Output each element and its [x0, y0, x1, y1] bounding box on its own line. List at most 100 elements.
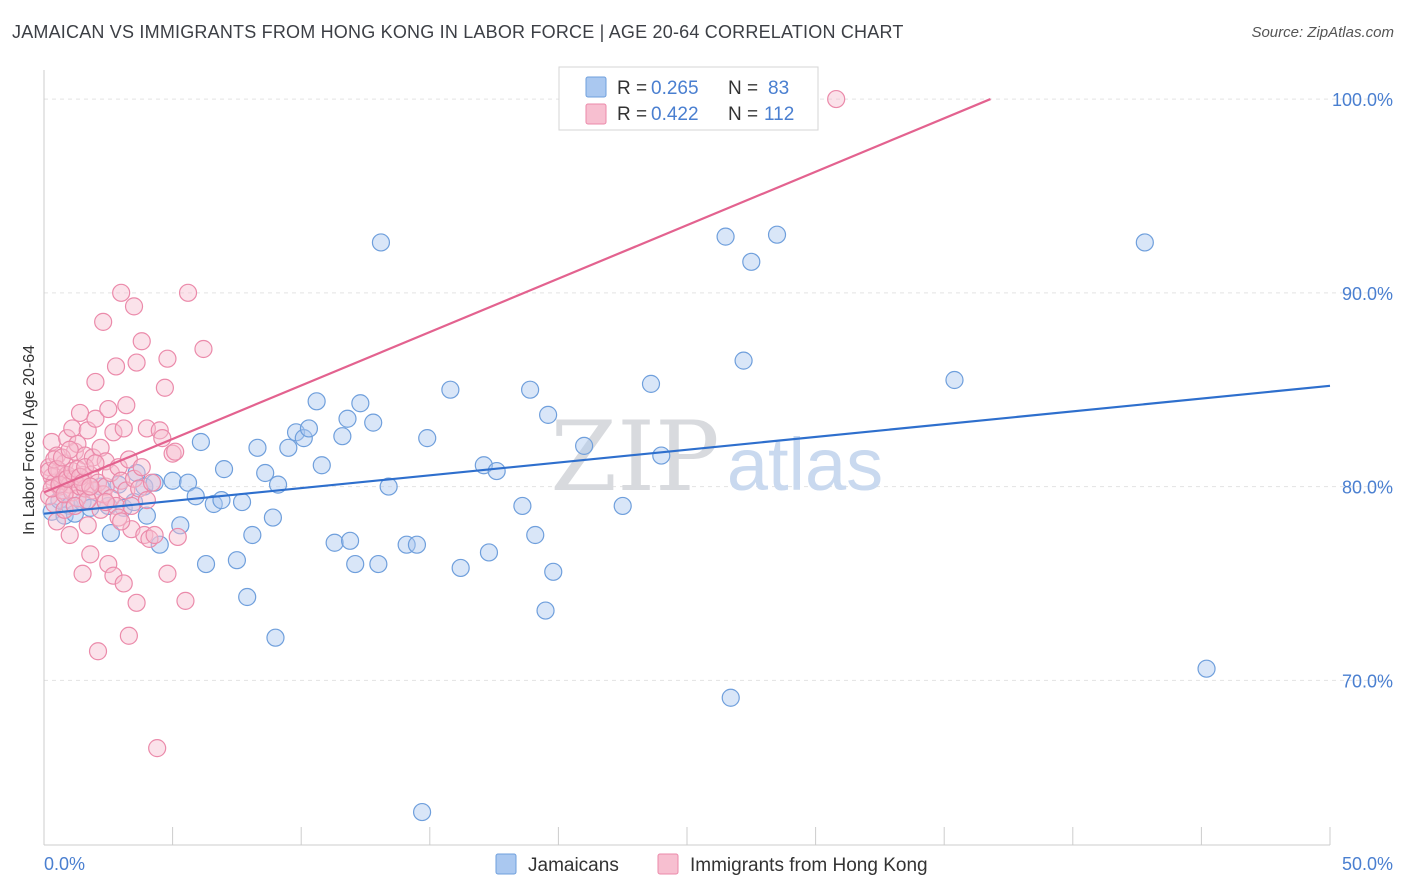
hong-kong-point	[827, 89, 846, 109]
hong-kong-point	[52, 448, 72, 467]
jamaican-point	[171, 516, 190, 535]
hong-kong-trend-line	[43, 98, 991, 494]
legend-r-value-1: 0.422	[651, 104, 699, 125]
jamaican-point	[268, 475, 288, 494]
hong-kong-point	[104, 423, 123, 442]
y-tick-label: 100.0%	[1332, 90, 1393, 110]
bottom-legend-swatch-jamaicans	[495, 853, 517, 875]
legend-r-label-1: R =	[617, 104, 647, 125]
hong-kong-point	[94, 312, 113, 331]
series-hong-kong-points	[40, 89, 846, 758]
hong-kong-point	[132, 458, 151, 477]
jamaican-point	[945, 370, 964, 390]
jamaican-point	[325, 533, 344, 552]
trend-lines	[43, 98, 1331, 515]
jamaican-point	[256, 463, 275, 483]
jamaican-point	[513, 496, 532, 516]
jamaican-point	[767, 225, 787, 244]
hong-kong-point	[73, 564, 92, 583]
jamaican-point	[279, 438, 298, 457]
hong-kong-point	[99, 554, 118, 574]
jamaican-point	[101, 523, 120, 543]
jamaican-point	[232, 492, 252, 512]
jamaican-point	[539, 405, 558, 424]
jamaican-point	[263, 508, 283, 527]
hong-kong-point	[132, 332, 151, 351]
hong-kong-point	[63, 419, 82, 438]
jamaican-point	[412, 802, 432, 822]
hong-kong-point	[78, 516, 97, 535]
hong-kong-point	[55, 485, 74, 504]
hong-kong-point	[60, 440, 79, 459]
hong-kong-point	[142, 473, 162, 492]
jamaican-point	[487, 461, 506, 481]
hong-kong-point	[127, 353, 146, 372]
hong-kong-point	[137, 491, 156, 510]
jamaican-point	[613, 496, 632, 516]
legend-swatch-hong-kong	[585, 103, 607, 125]
axes	[43, 70, 1331, 846]
jamaican-point	[196, 554, 216, 574]
hong-kong-point	[158, 564, 177, 583]
jamaicans-trend-line	[43, 384, 1331, 515]
jamaican-point	[346, 554, 365, 574]
hong-kong-point	[86, 409, 105, 428]
jamaican-point	[521, 380, 540, 399]
jamaican-point	[307, 392, 326, 411]
jamaican-point	[479, 543, 499, 562]
hong-kong-point	[166, 442, 185, 461]
watermark-zip: ZIP	[550, 401, 719, 513]
jamaican-point	[191, 432, 210, 452]
hong-kong-point	[86, 372, 105, 392]
jamaican-point	[312, 456, 331, 475]
hong-kong-point	[60, 525, 79, 545]
legend-n-label-1: N =	[728, 104, 758, 125]
legend-n-value-1: 112	[764, 104, 794, 125]
tick-labels: 70.0% 80.0% 90.0% 100.0% 0.0% 50.0%	[44, 90, 1393, 874]
jamaican-point	[575, 436, 594, 455]
jamaican-point	[734, 351, 753, 370]
jamaican-point	[641, 374, 661, 393]
grid-lines	[44, 98, 1390, 681]
jamaican-point	[243, 525, 262, 545]
jamaican-point	[721, 688, 740, 707]
jamaican-point	[248, 438, 267, 457]
hong-kong-point	[70, 403, 90, 423]
hong-kong-point	[127, 593, 146, 612]
hong-kong-point	[81, 545, 100, 564]
bottom-legend-jamaicans: Jamaicans	[528, 855, 619, 876]
legend-box: R = 0.265 N = 83 R = 0.422 N = 112	[558, 66, 819, 131]
y-tick-label: 90.0%	[1342, 284, 1393, 304]
hong-kong-point	[58, 429, 77, 448]
jamaican-point	[526, 525, 545, 545]
bottom-legend-hong-kong: Immigrants from Hong Kong	[690, 855, 928, 876]
jamaican-point	[163, 471, 182, 490]
hong-kong-point	[106, 357, 126, 376]
jamaican-point	[364, 413, 383, 432]
jamaican-point	[333, 427, 352, 446]
bottom-legend: Jamaicans Immigrants from Hong Kong	[495, 853, 928, 876]
jamaican-point	[418, 429, 437, 448]
jamaican-point	[451, 558, 470, 578]
hong-kong-point	[124, 297, 144, 316]
hong-kong-point	[88, 642, 108, 661]
jamaican-point	[137, 506, 156, 525]
jamaican-point	[351, 394, 370, 413]
jamaican-point	[397, 535, 416, 554]
jamaican-point	[227, 551, 246, 570]
legend-n-label-0: N =	[728, 78, 758, 99]
hong-kong-point	[148, 739, 167, 758]
jamaican-point	[299, 419, 319, 438]
watermark-atlas: atlas	[727, 423, 883, 506]
jamaican-point	[150, 535, 169, 554]
jamaican-point	[294, 429, 313, 448]
x-tick-label: 0.0%	[44, 854, 85, 874]
jamaican-point	[212, 491, 231, 510]
hong-kong-point	[112, 512, 131, 531]
y-tick-label: 70.0%	[1342, 671, 1393, 691]
jamaican-point	[340, 531, 360, 550]
watermark: ZIP atlas	[550, 401, 883, 513]
hong-kong-point	[114, 419, 133, 438]
hong-kong-point	[119, 626, 138, 645]
